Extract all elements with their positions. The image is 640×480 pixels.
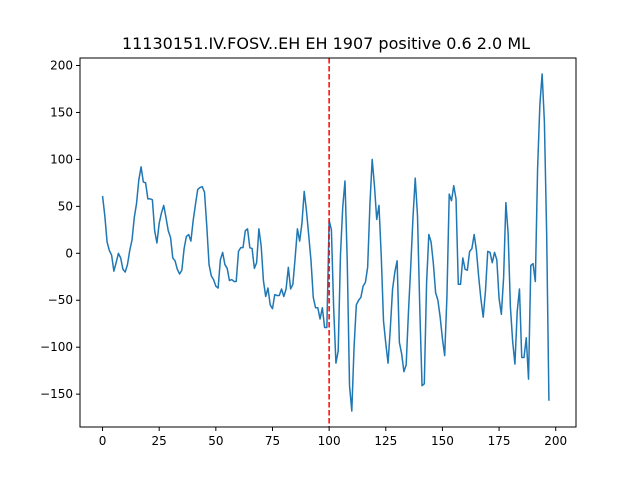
y-tick-label: −100: [40, 340, 73, 354]
y-tick-label: −50: [48, 293, 73, 307]
x-tick-label: 0: [99, 434, 107, 448]
y-tick-label: 0: [65, 246, 73, 260]
plot-area: [101, 58, 550, 427]
x-tick-label: 175: [488, 434, 511, 448]
x-axis: 0 25 50 75 100 125 150 175 200: [99, 427, 567, 448]
y-tick-label: 150: [50, 105, 73, 119]
x-tick-label: 100: [318, 434, 341, 448]
series-line-0: [101, 73, 550, 412]
x-tick-label: 125: [374, 434, 397, 448]
y-axis: −150 −100 −50 0 50 100 150 200: [40, 59, 80, 401]
y-tick-label: 50: [58, 199, 73, 213]
y-tick-label: 200: [50, 59, 73, 73]
x-tick-label: 75: [265, 434, 280, 448]
x-tick-label: 50: [208, 434, 223, 448]
x-tick-label: 25: [152, 434, 167, 448]
x-tick-label: 150: [431, 434, 454, 448]
chart-title: 11130151.IV.FOSV..EH EH 1907 positive 0.…: [122, 34, 530, 53]
y-tick-label: −150: [40, 387, 73, 401]
plot-frame: [79, 57, 577, 428]
x-tick-label: 200: [544, 434, 567, 448]
y-tick-label: 100: [50, 152, 73, 166]
